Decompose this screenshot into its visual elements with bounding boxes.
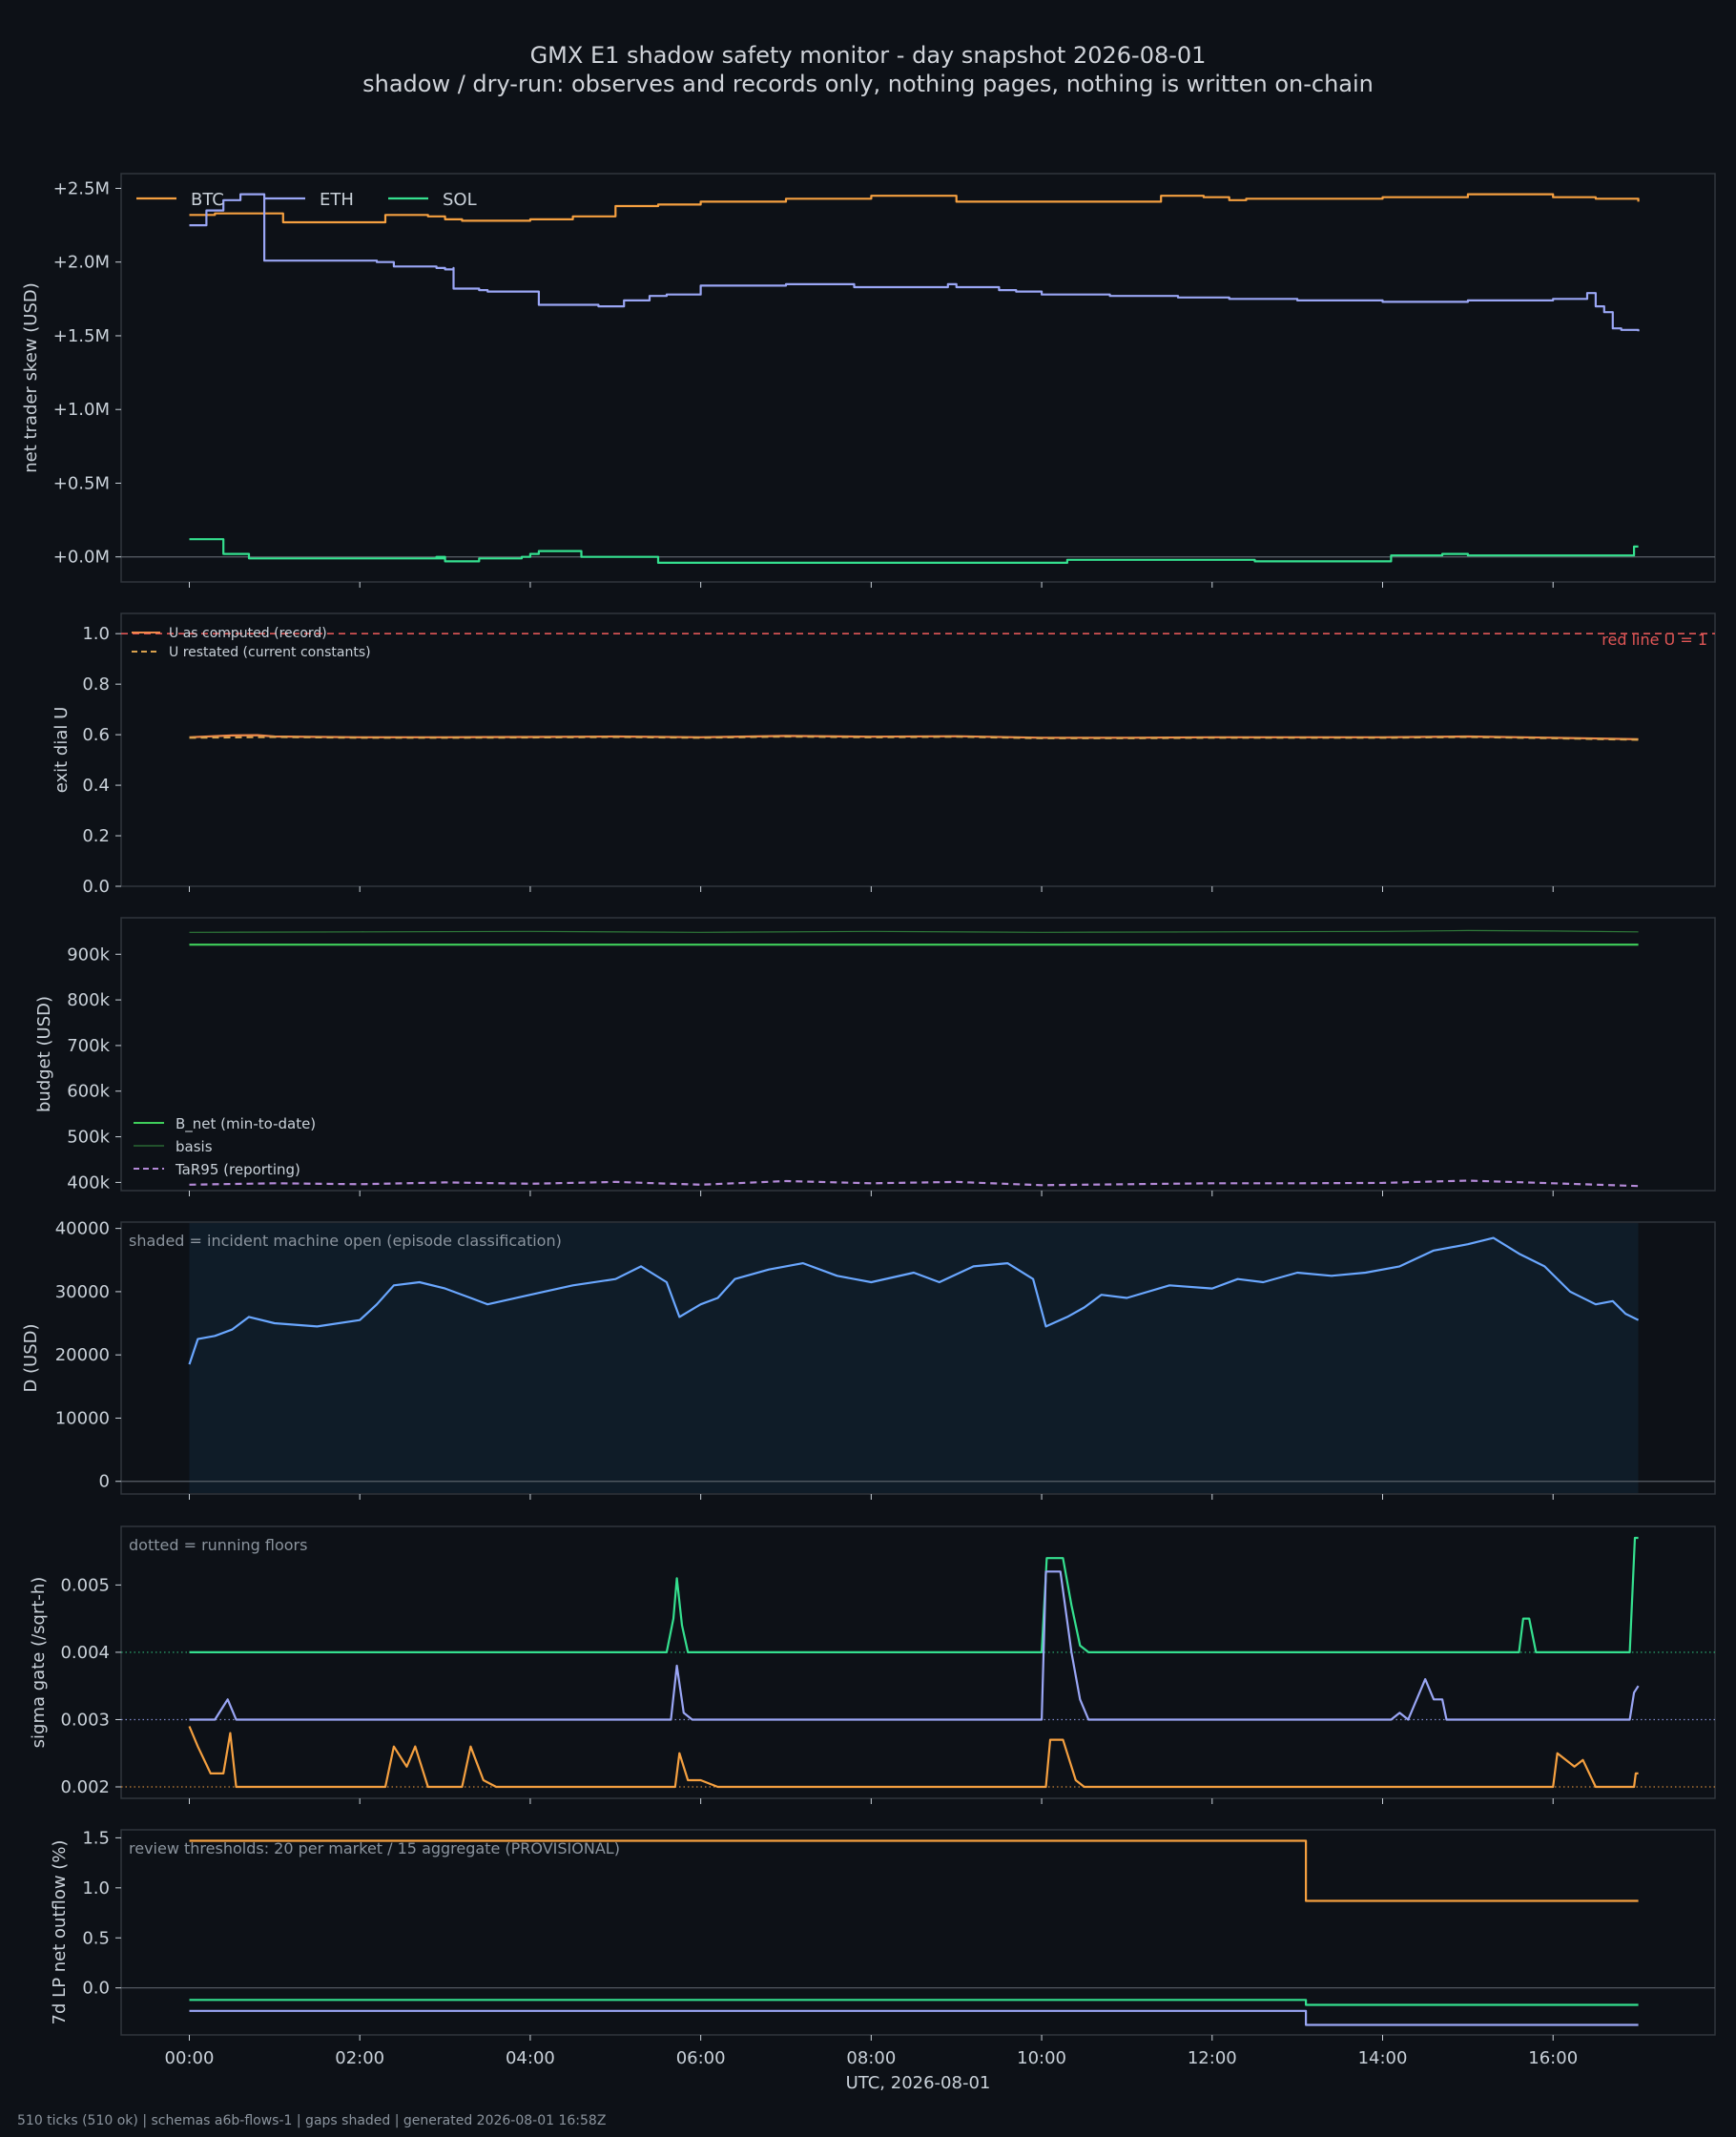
panel-note: dotted = running floors bbox=[129, 1536, 307, 1554]
x-axis-label: UTC, 2026-08-01 bbox=[846, 2073, 991, 2093]
series-line-btc bbox=[188, 1726, 1639, 1789]
legend-label-sol: SOL bbox=[443, 190, 477, 210]
y-tick-label: 1.0 bbox=[82, 1878, 110, 1898]
incident-shade bbox=[189, 1223, 1639, 1493]
chart-title: GMX E1 shadow safety monitor - day snaps… bbox=[529, 42, 1207, 69]
y-axis-label: sigma gate (/sqrt-h) bbox=[29, 1577, 49, 1749]
y-tick-label: +0.0M bbox=[53, 548, 110, 568]
legend-label: TaR95 (reporting) bbox=[175, 1161, 300, 1178]
panel-lp_outflow bbox=[115, 1829, 1716, 2041]
y-tick-label: 0.003 bbox=[60, 1710, 110, 1730]
legend-label-eth: ETH bbox=[320, 190, 354, 210]
panel-note: shaded = incident machine open (episode … bbox=[129, 1232, 562, 1250]
x-tick-label: 16:00 bbox=[1528, 2048, 1578, 2068]
y-axis-label: budget (USD) bbox=[34, 996, 54, 1112]
y-axis-label: exit dial U bbox=[52, 707, 72, 794]
series-line-btc bbox=[189, 193, 1640, 224]
y-tick-label: 0.004 bbox=[60, 1643, 110, 1663]
y-tick-label: 600k bbox=[67, 1082, 110, 1102]
y-tick-label: 0.4 bbox=[82, 776, 110, 796]
legend-label-btc: BTC bbox=[191, 190, 224, 210]
y-axis-label: D (USD) bbox=[21, 1323, 41, 1392]
y-tick-label: 500k bbox=[67, 1128, 110, 1148]
y-tick-label: 0.002 bbox=[60, 1777, 110, 1797]
y-tick-label: 0.2 bbox=[82, 826, 110, 846]
panel-skew bbox=[115, 173, 1716, 588]
y-tick-label: 1.0 bbox=[82, 624, 110, 644]
x-tick-label: 10:00 bbox=[1017, 2048, 1066, 2068]
legend-label: U as computed (record) bbox=[169, 626, 327, 641]
series-line-d bbox=[188, 1236, 1640, 1365]
legend-label: B_net (min-to-date) bbox=[176, 1115, 316, 1133]
series-line-sol bbox=[189, 1999, 1639, 2006]
y-tick-label: 30000 bbox=[55, 1282, 110, 1302]
y-tick-label: 700k bbox=[67, 1036, 110, 1056]
panel-frame bbox=[120, 917, 1716, 1192]
series-line-eth bbox=[189, 2009, 1639, 2026]
y-tick-label: 0.8 bbox=[82, 674, 110, 695]
series-line-tar95-reporting bbox=[189, 1179, 1639, 1188]
panel-note: review thresholds: 20 per market / 15 ag… bbox=[129, 1839, 620, 1857]
y-tick-label: 0.005 bbox=[60, 1575, 110, 1595]
panel-frame bbox=[120, 173, 1716, 583]
y-tick-label: 0.6 bbox=[82, 725, 110, 745]
chart-subtitle: shadow / dry-run: observes and records o… bbox=[362, 71, 1374, 97]
y-tick-label: 0.0 bbox=[82, 877, 110, 897]
x-tick-label: 02:00 bbox=[335, 2048, 384, 2068]
y-tick-label: 0.0 bbox=[82, 1979, 110, 1999]
y-axis-label: net trader skew (USD) bbox=[21, 282, 41, 473]
redline-annotation: red line U = 1 bbox=[1602, 631, 1707, 649]
series-line-sol bbox=[189, 538, 1639, 564]
y-tick-label: +0.5M bbox=[53, 473, 110, 493]
panel-d_usd bbox=[115, 1221, 1716, 1500]
series-line-btc bbox=[189, 1839, 1639, 1902]
y-tick-label: +2.5M bbox=[53, 178, 110, 198]
y-tick-label: 0 bbox=[99, 1472, 110, 1492]
y-tick-label: 10000 bbox=[55, 1408, 110, 1428]
x-tick-label: 14:00 bbox=[1358, 2048, 1408, 2068]
y-tick-label: 20000 bbox=[55, 1345, 110, 1365]
legend-label: U restated (current constants) bbox=[169, 645, 371, 660]
x-tick-label: 00:00 bbox=[165, 2048, 215, 2068]
x-tick-label: 08:00 bbox=[846, 2048, 896, 2068]
series-line-eth bbox=[189, 193, 1640, 332]
series-line-basis bbox=[189, 929, 1639, 933]
series-line-eth bbox=[189, 1570, 1640, 1721]
panel-budget bbox=[115, 917, 1716, 1196]
footer-status: 510 ticks (510 ok) | schemas a6b-flows-1… bbox=[17, 2113, 607, 2128]
y-tick-label: 400k bbox=[67, 1172, 110, 1193]
x-tick-label: 12:00 bbox=[1188, 2048, 1237, 2068]
y-tick-label: +1.0M bbox=[53, 400, 110, 420]
y-tick-label: +2.0M bbox=[53, 253, 110, 273]
x-tick-label: 06:00 bbox=[676, 2048, 726, 2068]
series-line-u-restated-current-constants bbox=[189, 735, 1639, 741]
y-axis-label: 7d LP net outflow (%) bbox=[50, 1840, 70, 2025]
panel-sigma_gate bbox=[115, 1525, 1716, 1804]
x-tick-label: 04:00 bbox=[506, 2048, 555, 2068]
panel-exit_dial bbox=[115, 612, 1716, 892]
y-tick-label: 40000 bbox=[55, 1219, 110, 1239]
panel-frame bbox=[120, 612, 1716, 887]
legend-label: basis bbox=[176, 1138, 213, 1155]
y-tick-label: 900k bbox=[67, 944, 110, 965]
y-tick-label: 800k bbox=[67, 990, 110, 1010]
y-tick-label: +1.5M bbox=[53, 326, 110, 346]
panel-frame bbox=[120, 1525, 1716, 1799]
series-line-sol bbox=[189, 1536, 1639, 1653]
y-tick-label: 0.5 bbox=[82, 1928, 110, 1948]
y-tick-label: 1.5 bbox=[82, 1828, 110, 1848]
